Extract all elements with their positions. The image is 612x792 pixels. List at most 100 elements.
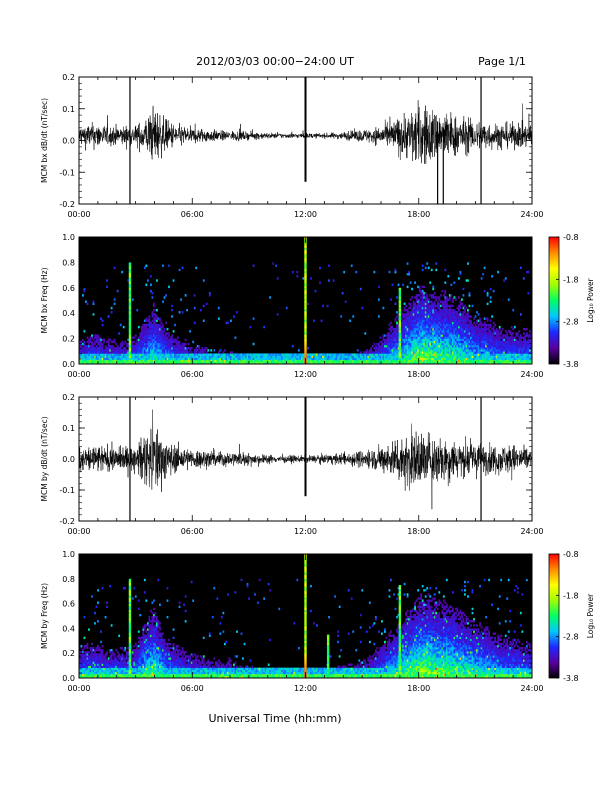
heatmap-cell	[408, 325, 410, 329]
heatmap-cell	[458, 317, 460, 320]
heatmap-cell	[412, 359, 415, 363]
heatmap-cell	[184, 359, 187, 363]
heatmap-cell	[156, 338, 158, 342]
heatmap-cell	[465, 361, 468, 365]
heatmap-cell	[468, 342, 471, 346]
heatmap-cell	[169, 353, 172, 356]
heatmap-cell	[307, 302, 309, 306]
heatmap-cell	[146, 353, 149, 356]
heatmap-cell	[159, 351, 161, 354]
heatmap-cell	[237, 355, 240, 358]
heatmap-cell	[110, 661, 113, 664]
heatmap-cell	[255, 355, 258, 358]
heatmap-cell	[429, 349, 432, 352]
heatmap-cell	[489, 357, 492, 361]
heatmap-cell	[414, 342, 417, 346]
heatmap-cell	[468, 351, 471, 354]
heatmap-cell	[133, 336, 136, 339]
heatmap-cell	[421, 308, 424, 312]
heatmap-cell	[122, 361, 125, 365]
heatmap-cell	[464, 308, 466, 312]
heatmap-cell	[400, 334, 403, 337]
heatmap-cell	[402, 332, 404, 335]
heatmap-cell	[130, 353, 133, 356]
heatmap-cell	[104, 657, 107, 660]
heatmap-cell	[254, 353, 256, 356]
heatmap-cell	[85, 653, 87, 656]
heatmap-cell	[426, 302, 429, 306]
y-tick-label: 0.2	[62, 73, 75, 82]
heatmap-cell	[489, 336, 492, 339]
heatmap-cell	[162, 338, 164, 342]
heatmap-cell	[168, 334, 170, 337]
heatmap-cell	[174, 347, 176, 350]
heatmap-cell	[459, 270, 462, 274]
heatmap-cell	[122, 355, 125, 358]
heatmap-cell	[479, 344, 481, 348]
heatmap-cell	[97, 336, 99, 339]
heatmap-cell	[426, 359, 429, 363]
heatmap-cell	[356, 359, 359, 363]
heatmap-cell	[394, 351, 397, 354]
heatmap-cell	[498, 349, 501, 352]
heatmap-cell	[418, 336, 421, 339]
heatmap-cell	[492, 349, 495, 352]
heatmap-cell	[442, 294, 445, 297]
heatmap-cell	[91, 673, 93, 677]
heatmap-cell	[240, 355, 243, 358]
heatmap-cell	[143, 342, 146, 346]
heatmap-cell	[423, 302, 426, 306]
heatmap-cell	[293, 353, 296, 356]
heatmap-cell	[506, 357, 509, 361]
heatmap-cell	[439, 361, 442, 365]
heatmap-cell	[172, 344, 175, 348]
heatmap-cell	[368, 351, 371, 354]
heatmap-cell	[411, 336, 414, 339]
heatmap-cell	[482, 328, 484, 331]
heatmap-cell	[492, 321, 495, 325]
heatmap-cell	[272, 361, 275, 365]
heatmap-cell	[296, 357, 299, 361]
heatmap-cell	[426, 355, 429, 358]
heatmap-cell	[516, 353, 519, 356]
heatmap-cell	[471, 355, 474, 358]
heatmap-cell	[169, 349, 172, 352]
heatmap-cell	[467, 355, 469, 358]
heatmap-cell	[279, 353, 282, 356]
heatmap-cell	[430, 311, 433, 314]
heatmap-cell	[525, 349, 528, 352]
heatmap-cell	[382, 355, 385, 358]
heatmap-cell	[497, 361, 500, 365]
heatmap-cell	[110, 357, 113, 361]
heatmap-cell	[420, 328, 423, 331]
heatmap-cell	[116, 665, 119, 668]
heatmap-cell	[159, 355, 161, 358]
heatmap-cell	[328, 359, 330, 363]
heatmap-cell	[501, 334, 504, 337]
heatmap-cell	[149, 289, 152, 293]
heatmap-cell	[145, 338, 148, 342]
heatmap-cell	[430, 323, 433, 327]
heatmap-cell	[222, 359, 225, 363]
heatmap-cell	[388, 351, 391, 354]
heatmap-cell	[462, 287, 465, 291]
heatmap-cell	[436, 353, 439, 356]
heatmap-cell	[172, 338, 175, 342]
heatmap-band-cell	[128, 351, 132, 354]
heatmap-cell	[137, 340, 140, 344]
heatmap-cell	[412, 347, 415, 350]
heatmap-cell	[458, 277, 460, 280]
heatmap-cell	[458, 332, 460, 335]
heatmap-cell	[151, 349, 154, 352]
heatmap-cell	[442, 355, 445, 358]
heatmap-cell	[444, 308, 447, 312]
heatmap-cell	[495, 347, 498, 350]
heatmap-cell	[396, 351, 398, 354]
heatmap-cell	[145, 319, 148, 322]
heatmap-cell	[388, 349, 391, 352]
heatmap-cell	[187, 361, 190, 365]
x-tick-label: 18:00	[407, 370, 430, 379]
heatmap-cell	[530, 344, 533, 348]
heatmap-cell	[488, 323, 491, 327]
heatmap-cell	[113, 661, 116, 664]
